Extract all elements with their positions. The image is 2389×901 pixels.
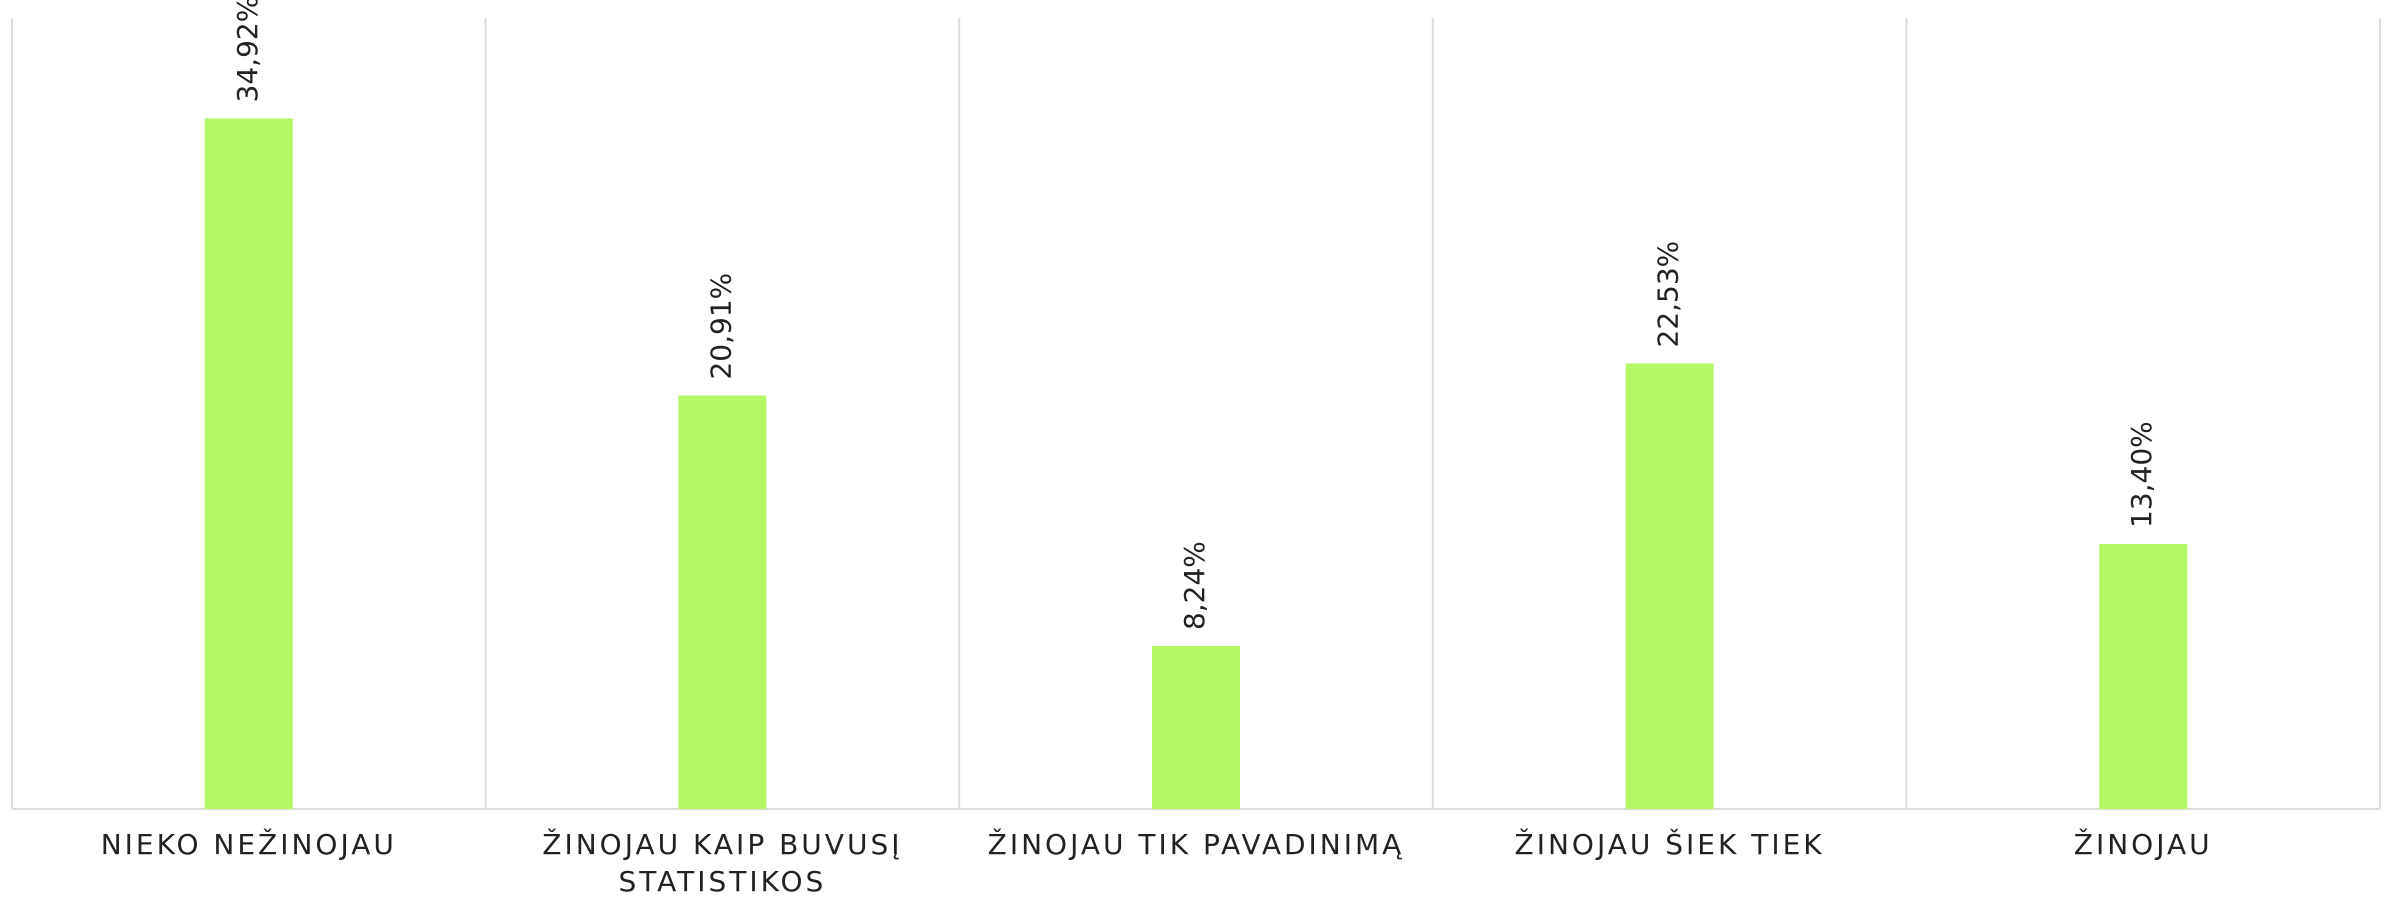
- value-label: 8,24%: [1178, 541, 1211, 630]
- bar: [1152, 646, 1240, 809]
- x-tick-label: NIEKO NEŽINOJAU: [100, 828, 397, 861]
- value-label: 34,92%: [231, 0, 264, 102]
- x-tick-label: ŽINOJAU ŠIEK TIEK: [1514, 828, 1825, 861]
- bar: [678, 395, 767, 809]
- bar: [2099, 544, 2188, 809]
- x-tick-label: ŽINOJAU KAIP BUVUSĮ STATISTIKOS DEPARTAM…: [542, 828, 903, 898]
- x-tick-label: ŽINOJAU TIK PAVADINIMĄ: [987, 828, 1405, 861]
- bar: [204, 118, 293, 809]
- value-label: 13,40%: [2125, 421, 2158, 528]
- value-label: 20,91%: [704, 273, 737, 380]
- x-tick-label: ŽINOJAU: [2073, 828, 2213, 861]
- bar: [1625, 363, 1714, 809]
- value-label: 22,53%: [1652, 241, 1685, 348]
